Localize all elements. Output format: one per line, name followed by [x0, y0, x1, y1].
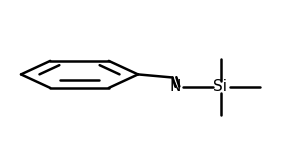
Text: N: N: [170, 79, 181, 94]
Text: Si: Si: [214, 79, 227, 94]
